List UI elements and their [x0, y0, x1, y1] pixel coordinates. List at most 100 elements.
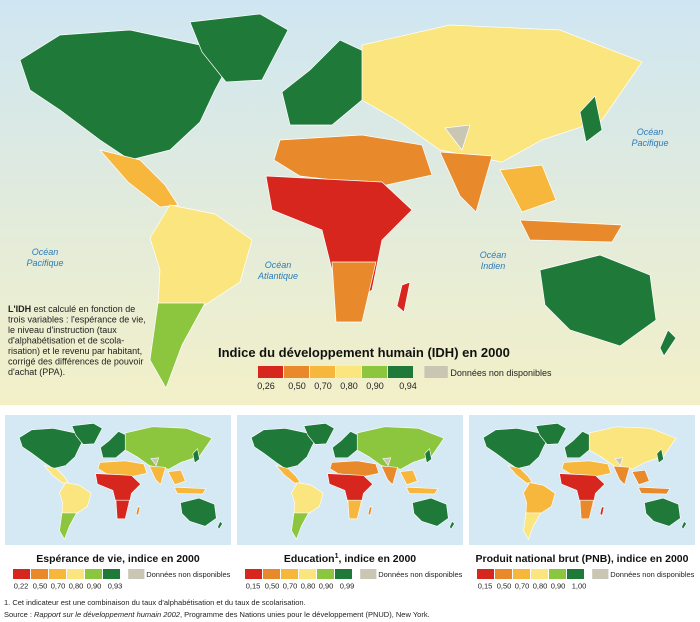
region: [149, 302, 206, 389]
ocean-label: Atlantique: [257, 271, 298, 281]
region: [331, 261, 377, 323]
region: [412, 497, 449, 527]
ocean-label: Indien: [481, 261, 506, 271]
legend-swatch: [299, 569, 316, 579]
panel-map: [18, 423, 223, 541]
region: [659, 329, 677, 357]
region: [637, 486, 671, 495]
region: [405, 486, 439, 495]
source-part: Source :: [4, 610, 34, 619]
legend-swatch: [310, 366, 335, 378]
region: [579, 95, 603, 143]
legend-swatch: [513, 569, 530, 579]
legend-label: 0,90: [366, 381, 384, 391]
legend-title: Indice du développement humain (IDH) en …: [218, 345, 510, 360]
region: [135, 505, 141, 517]
region: [59, 512, 78, 541]
source: Source : Rapport sur le développement hu…: [4, 610, 430, 619]
region: [380, 465, 398, 486]
region: [150, 457, 160, 467]
region: [71, 423, 103, 445]
region: [439, 151, 493, 213]
region: [396, 281, 411, 313]
region: [275, 464, 301, 484]
source-part: Rapport sur le développement humain 2002: [34, 610, 181, 619]
legend-swatch: [103, 569, 120, 579]
panel-title: Produit national brut (PNB), indice en 2…: [476, 553, 689, 565]
ocean-label: Océan: [637, 127, 664, 137]
legend-label: 0,70: [283, 582, 298, 591]
legend-label: 0,99: [340, 582, 355, 591]
region: [656, 448, 664, 464]
source-part: , Programme des Nations unies pour le dé…: [180, 610, 430, 619]
region: [115, 499, 130, 520]
legend-label: 0,50: [497, 582, 512, 591]
legend-label: 0,70: [51, 582, 66, 591]
legend-swatch: [362, 366, 387, 378]
legend-swatch: [258, 366, 283, 378]
legend-swatch: [13, 569, 30, 579]
legend-label: 0,50: [288, 381, 306, 391]
panel-map: [250, 423, 455, 541]
region: [499, 164, 557, 213]
legend-label: 0,90: [87, 582, 102, 591]
ocean-label: Pacifique: [26, 258, 63, 268]
note-lead: L'IDH: [8, 304, 31, 314]
region: [192, 448, 200, 464]
region: [97, 460, 148, 477]
legend-label: 0,15: [246, 582, 261, 591]
region: [631, 469, 650, 486]
region: [148, 465, 166, 486]
legend-na-swatch: [424, 366, 448, 378]
region: [361, 24, 643, 163]
region: [273, 134, 433, 187]
region: [644, 497, 681, 527]
legend-swatch: [388, 366, 413, 378]
region: [382, 457, 392, 467]
legend-na-label: Données non disponibles: [146, 570, 230, 579]
region: [99, 149, 179, 208]
region: [173, 486, 207, 495]
legend-swatch: [495, 569, 512, 579]
legend-label: 0,94: [399, 381, 417, 391]
region: [561, 460, 612, 477]
legend-swatch: [531, 569, 548, 579]
region: [356, 426, 445, 470]
region: [43, 464, 69, 484]
panel-title: Espérance de vie, indice en 2000: [36, 553, 200, 565]
ocean-label: Océan: [480, 250, 507, 260]
region: [449, 520, 455, 530]
legend-label: 0,70: [314, 381, 332, 391]
legend-na-swatch: [360, 569, 377, 579]
region: [579, 499, 594, 520]
legend-label: 0,80: [301, 582, 316, 591]
region: [399, 469, 418, 486]
region: [329, 460, 380, 477]
legend-swatch: [263, 569, 280, 579]
panel-title-part: 1: [335, 553, 339, 560]
legend-label: 0,26: [257, 381, 275, 391]
panel-map: [482, 423, 687, 541]
legend-label: 0,15: [478, 582, 493, 591]
region: [599, 505, 605, 517]
region: [18, 427, 85, 469]
region: [180, 497, 217, 527]
legend-label: 0,90: [551, 582, 566, 591]
region: [681, 520, 687, 530]
note-line: d'alphabétisation et de scola-: [8, 336, 124, 346]
region: [347, 499, 362, 520]
ocean-label: Océan: [265, 260, 292, 270]
legend-label: 0,80: [533, 582, 548, 591]
legend-label: 0,70: [515, 582, 530, 591]
region: [614, 457, 624, 467]
legend-swatch: [549, 569, 566, 579]
region: [291, 512, 310, 541]
ocean-label: Pacifique: [631, 138, 668, 148]
legend-swatch: [281, 569, 298, 579]
region: [19, 29, 231, 161]
note-line: corrigé des différences de pouvoir: [8, 357, 143, 367]
legend-swatch: [317, 569, 334, 579]
legend-label: 0,22: [14, 582, 29, 591]
note-line: trois variables : l'espérance de vie,: [8, 315, 146, 325]
